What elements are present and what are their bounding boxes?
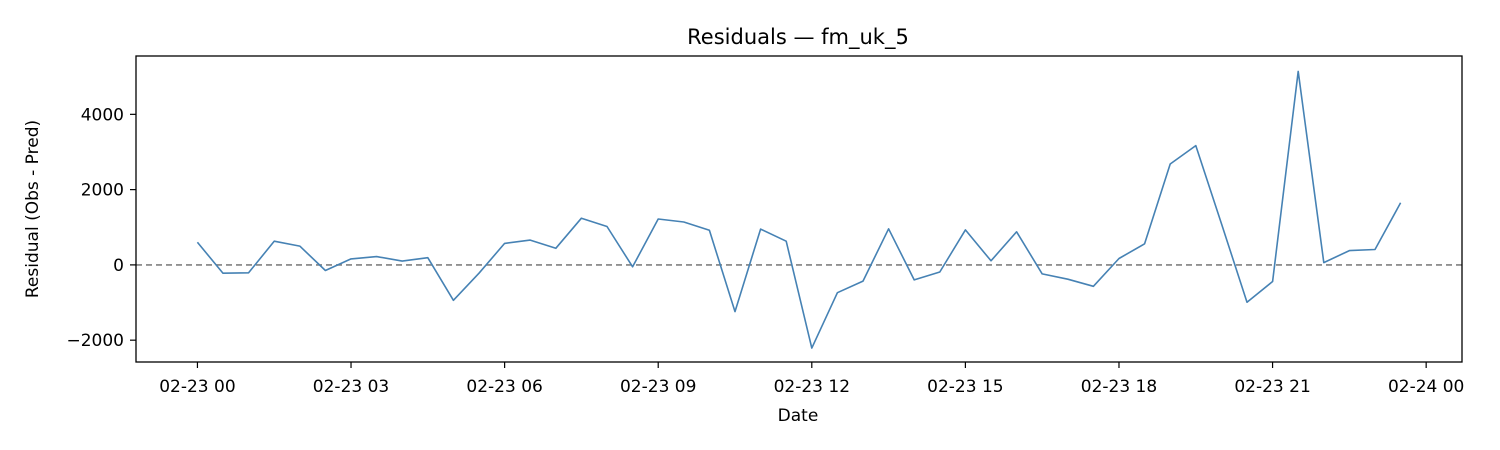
y-axis-title: Residual (Obs - Pred) — [23, 120, 43, 298]
x-tick-label: 02-24 00 — [1388, 377, 1464, 397]
x-tick-label: 02-23 09 — [620, 377, 696, 397]
y-tick-label: 4000 — [81, 105, 124, 125]
plot-area: 02-23 00 02-23 03 02-23 06 02-23 09 02-23 12… — [66, 55, 1464, 397]
x-tick-label: 02-23 21 — [1234, 377, 1310, 397]
y-tick-label: −2000 — [66, 331, 124, 351]
x-tick-label: 02-23 12 — [774, 377, 850, 397]
chart-title: Residuals — fm_uk_5 — [687, 25, 909, 50]
x-tick-label: 02-23 00 — [159, 377, 235, 397]
plot-frame — [135, 55, 1463, 363]
x-tick-label: 02-23 06 — [466, 377, 542, 397]
x-tick-label: 02-23 15 — [927, 377, 1003, 397]
y-tick-label: 0 — [113, 256, 124, 276]
x-tick-label: 02-23 03 — [313, 377, 389, 397]
x-axis-title: Date — [778, 406, 819, 426]
series-line-0 — [196, 70, 1402, 349]
x-tick-label: 02-23 18 — [1081, 377, 1157, 397]
y-tick-label: 2000 — [81, 181, 124, 201]
